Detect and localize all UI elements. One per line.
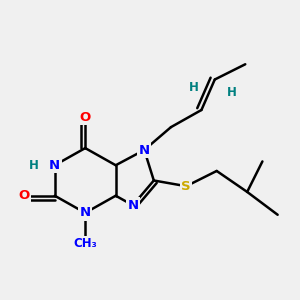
Text: H: H — [29, 159, 39, 172]
Text: CH₃: CH₃ — [73, 237, 97, 250]
Text: H: H — [227, 86, 237, 99]
Text: O: O — [19, 189, 30, 202]
Text: O: O — [80, 111, 91, 124]
Text: S: S — [182, 180, 191, 193]
Text: N: N — [49, 159, 60, 172]
Text: N: N — [139, 143, 150, 157]
Text: H: H — [189, 81, 199, 94]
Text: N: N — [80, 206, 91, 219]
Text: N: N — [127, 199, 138, 212]
